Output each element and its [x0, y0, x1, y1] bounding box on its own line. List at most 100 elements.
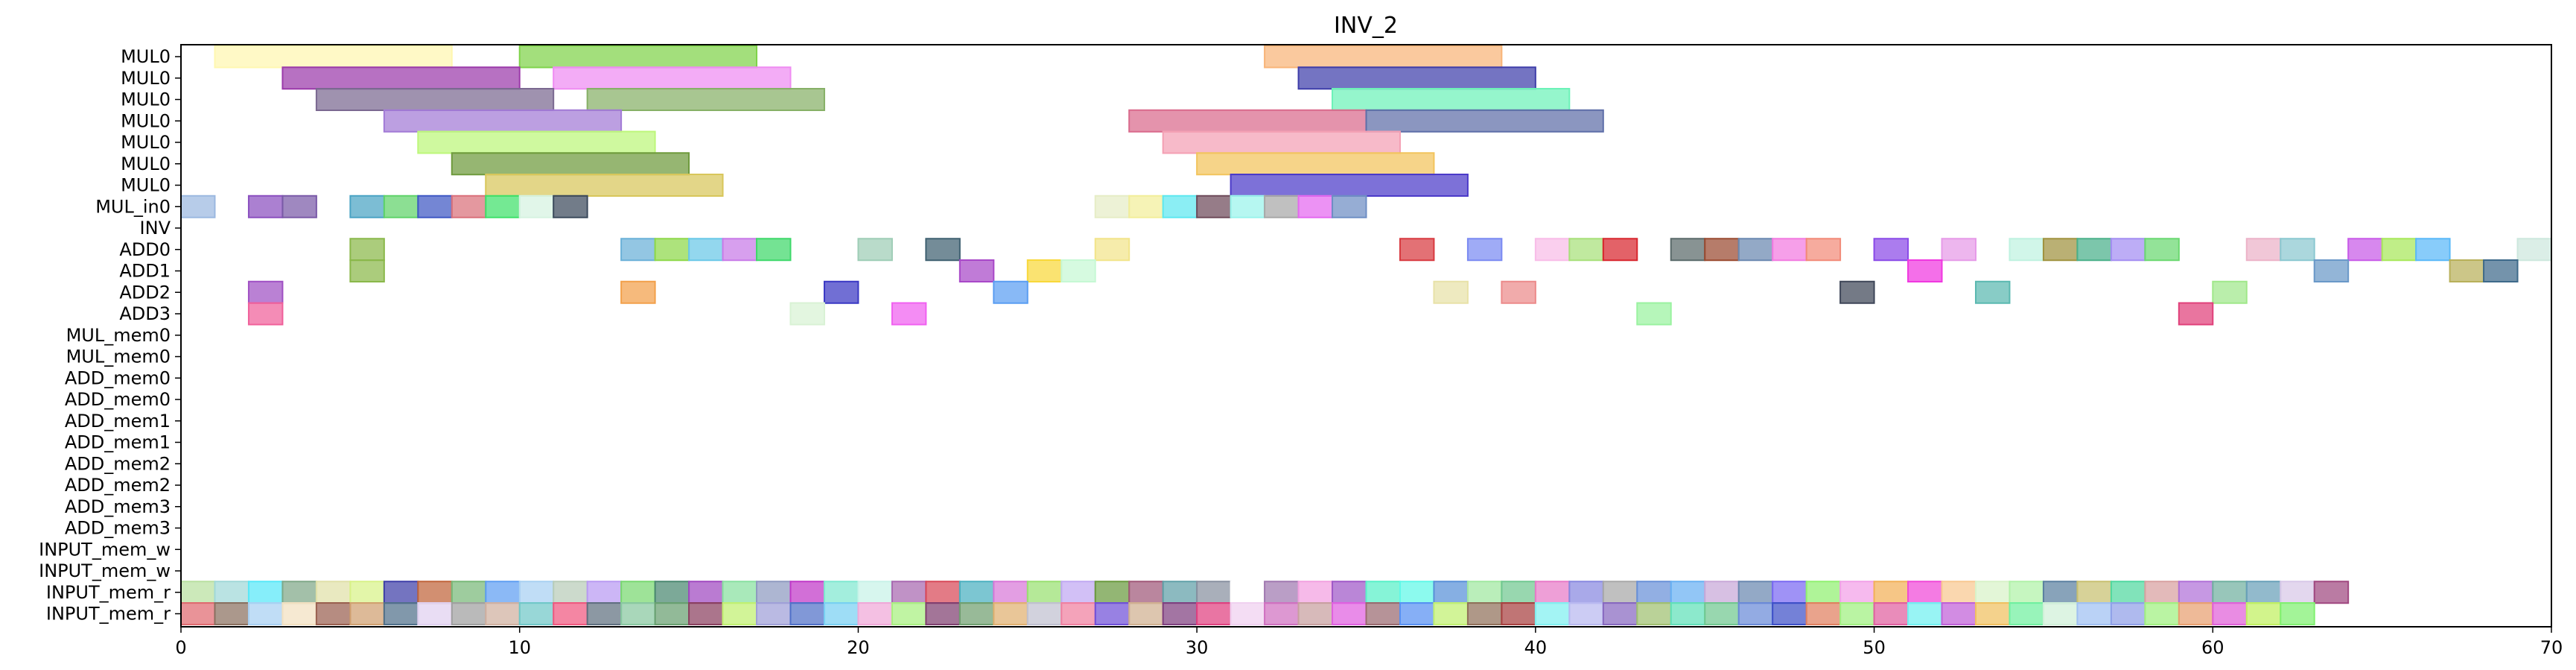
input-mem-bar: [1737, 581, 1774, 604]
input-mem-bar: [1365, 602, 1401, 625]
x-tick-label: 0: [175, 637, 186, 658]
y-tick-label: INPUT_mem_r: [46, 604, 171, 625]
task-bar: [1974, 280, 2011, 304]
y-tick-label: MUL0: [121, 110, 171, 131]
task-bar: [1941, 238, 1976, 262]
input-mem-bar: [722, 581, 758, 604]
task-bar: [2381, 238, 2417, 262]
input-mem-bar: [180, 602, 216, 625]
input-mem-bar: [2009, 602, 2044, 625]
y-tick-label: ADD_mem3: [65, 496, 171, 517]
input-mem-bar: [1907, 602, 1943, 625]
input-mem-bar: [1568, 602, 1604, 625]
task-bar: [620, 280, 656, 304]
input-mem-bar: [2178, 602, 2214, 625]
task-bar: [1873, 238, 1909, 262]
input-mem-bar: [247, 581, 284, 604]
x-tick-label: 30: [1186, 637, 1209, 658]
input-mem-bar: [349, 581, 385, 604]
task-bar: [1704, 238, 1740, 262]
task-bar: [1094, 238, 1130, 262]
task-bar: [2009, 238, 2044, 262]
y-tick-label: MUL_in0: [95, 196, 171, 217]
input-mem-bar: [1974, 602, 2011, 625]
input-mem-bar: [1399, 602, 1435, 625]
task-bar: [1636, 302, 1672, 326]
y-tick-label: MUL0: [121, 68, 171, 89]
y-tick-label: ADD1: [119, 261, 171, 282]
input-mem-bar: [1839, 581, 1875, 604]
input-mem-bar: [1534, 602, 1571, 625]
task-bar: [1466, 238, 1503, 262]
y-tick-label: INPUT_mem_w: [39, 560, 171, 581]
input-mem-bar: [2042, 602, 2079, 625]
task-bar: [1332, 88, 1571, 111]
task-bar: [2110, 238, 2146, 262]
task-bar: [823, 280, 859, 304]
input-mem-bar: [1704, 602, 1740, 625]
task-bar: [451, 152, 690, 176]
y-tick-label: MUL0: [121, 46, 171, 67]
task-bar: [282, 195, 317, 218]
task-bar: [1128, 195, 1164, 218]
input-mem-bar: [1737, 602, 1774, 625]
input-mem-bar: [1128, 581, 1164, 604]
task-bar: [1128, 109, 1367, 133]
input-mem-bar: [2178, 581, 2214, 604]
task-bar: [857, 238, 893, 262]
input-mem-bar: [485, 602, 521, 625]
input-mem-bar: [958, 581, 995, 604]
task-bar: [553, 195, 588, 218]
input-mem-bar: [586, 602, 623, 625]
y-tick-label: ADD2: [119, 282, 171, 303]
task-bar: [349, 238, 385, 262]
task-bar: [1907, 259, 1943, 282]
input-mem-bar: [891, 581, 927, 604]
y-tick-label: ADD_mem2: [65, 453, 171, 474]
task-bar: [282, 66, 521, 90]
plot-frame: [180, 44, 2552, 628]
task-bar: [1501, 280, 1536, 304]
input-mem-bar: [857, 581, 893, 604]
input-mem-bar: [1670, 581, 1706, 604]
input-mem-bar: [789, 581, 825, 604]
input-mem-bar: [823, 602, 859, 625]
task-bar: [1026, 259, 1063, 282]
input-mem-bar: [789, 602, 825, 625]
y-tick-label: MUL0: [121, 132, 171, 153]
y-tick-label: ADD_mem3: [65, 518, 171, 539]
task-bar: [2313, 259, 2350, 282]
input-mem-bar: [891, 602, 927, 625]
task-bar: [1805, 238, 1842, 262]
input-mem-bar: [756, 602, 792, 625]
input-mem-bar: [654, 581, 690, 604]
input-mem-bar: [958, 602, 995, 625]
task-bar: [553, 66, 792, 90]
input-mem-bar: [553, 602, 588, 625]
input-mem-bar: [2110, 602, 2146, 625]
input-mem-bar: [1501, 581, 1536, 604]
task-bar: [688, 238, 724, 262]
input-mem-bar: [1772, 602, 1807, 625]
y-tick-label: ADD_mem0: [65, 389, 171, 410]
task-bar: [1060, 259, 1096, 282]
task-bar: [789, 302, 825, 326]
task-bar: [2449, 259, 2485, 282]
task-bar: [1297, 195, 1334, 218]
input-mem-bar: [282, 581, 317, 604]
input-mem-bar: [857, 602, 893, 625]
input-mem-bar: [993, 581, 1028, 604]
task-bar: [1602, 238, 1638, 262]
input-mem-bar: [1941, 602, 1976, 625]
task-bar: [214, 45, 453, 69]
x-tick-label: 50: [1863, 637, 1886, 658]
y-tick-label: MUL0: [121, 175, 171, 196]
task-bar: [1196, 195, 1232, 218]
input-mem-bar: [1332, 581, 1367, 604]
input-mem-bar: [1162, 581, 1198, 604]
input-mem-bar: [349, 602, 385, 625]
input-mem-bar: [2212, 602, 2248, 625]
input-mem-bar: [2110, 581, 2146, 604]
input-mem-bar: [417, 581, 453, 604]
y-tick-label: MUL_mem0: [66, 325, 171, 346]
